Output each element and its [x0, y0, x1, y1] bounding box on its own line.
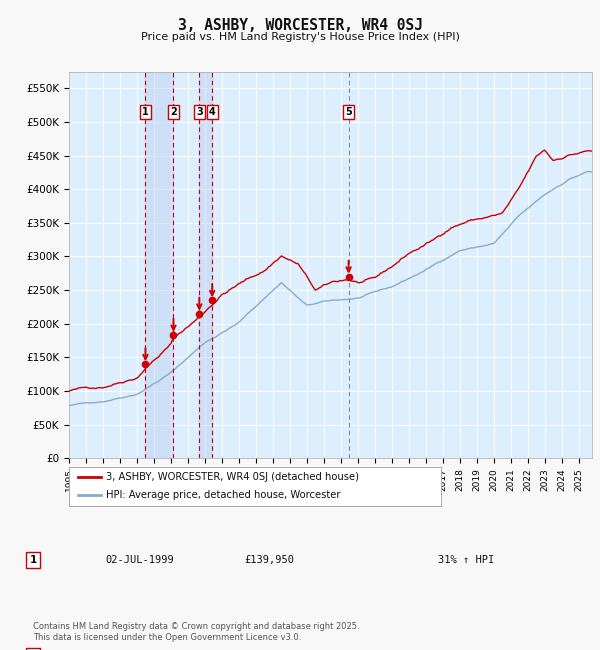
Text: 5: 5	[345, 107, 352, 117]
Text: HPI: Average price, detached house, Worcester: HPI: Average price, detached house, Worc…	[106, 490, 341, 500]
Text: 31% ↑ HPI: 31% ↑ HPI	[438, 554, 494, 565]
Text: 02-JUL-1999: 02-JUL-1999	[105, 554, 174, 565]
Text: 3, ASHBY, WORCESTER, WR4 0SJ: 3, ASHBY, WORCESTER, WR4 0SJ	[178, 18, 422, 33]
Text: Price paid vs. HM Land Registry's House Price Index (HPI): Price paid vs. HM Land Registry's House …	[140, 32, 460, 42]
Text: 3, ASHBY, WORCESTER, WR4 0SJ (detached house): 3, ASHBY, WORCESTER, WR4 0SJ (detached h…	[106, 473, 359, 482]
Text: 4: 4	[209, 107, 215, 117]
Text: 3: 3	[196, 107, 203, 117]
Bar	[145, 72, 173, 458]
Text: Contains HM Land Registry data © Crown copyright and database right 2025.
This d: Contains HM Land Registry data © Crown c…	[33, 622, 359, 642]
Bar	[199, 72, 212, 458]
Text: 1: 1	[29, 554, 37, 565]
Text: £139,950: £139,950	[244, 554, 294, 565]
Text: 1: 1	[142, 107, 149, 117]
Text: 2: 2	[170, 107, 177, 117]
